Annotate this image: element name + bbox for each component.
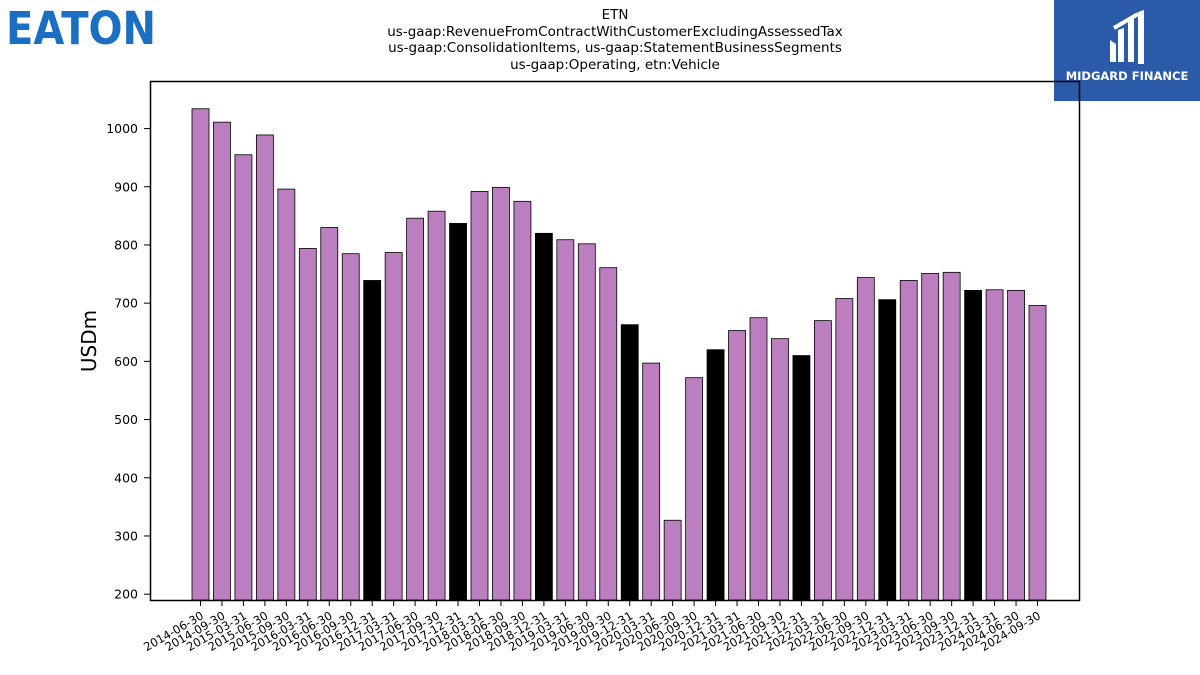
y-tick-label: 300 bbox=[114, 528, 138, 543]
y-tick-label: 700 bbox=[114, 296, 138, 311]
bars-group bbox=[191, 108, 1047, 601]
bar-2014-06-30 bbox=[191, 108, 210, 601]
bar-2016-12-31 bbox=[363, 280, 382, 601]
bar-2016-03-31 bbox=[298, 248, 317, 601]
y-tick-label: 800 bbox=[114, 237, 138, 252]
bar-2024-06-30 bbox=[1007, 289, 1025, 601]
eaton-logo-text: EATON bbox=[6, 5, 156, 47]
bar-2022-03-31 bbox=[813, 320, 832, 601]
bar-2024-03-31 bbox=[985, 289, 1004, 601]
chart-title: ETN us-gaap:RevenueFromContractWithCusto… bbox=[300, 7, 930, 73]
bar-2023-12-31 bbox=[964, 289, 983, 601]
bar-2016-09-30 bbox=[341, 253, 360, 601]
bar-2023-06-30 bbox=[921, 273, 940, 601]
bar-2021-06-30 bbox=[749, 317, 768, 601]
bar-2019-03-31 bbox=[556, 239, 575, 601]
bar-2020-06-30 bbox=[663, 519, 682, 601]
bar-2023-03-31 bbox=[899, 280, 918, 601]
bar-2015-03-31 bbox=[234, 154, 253, 601]
y-axis: 200 300 400 500 600 700 800 900 1000 bbox=[106, 121, 151, 602]
bar-2015-06-30 bbox=[255, 134, 274, 601]
midgard-emblem-icon bbox=[1110, 10, 1144, 64]
bar-2017-12-31 bbox=[449, 223, 467, 601]
y-tick-label: 500 bbox=[114, 412, 138, 427]
bar-2023-09-30 bbox=[942, 271, 961, 601]
bar-2019-12-31 bbox=[620, 324, 639, 601]
bar-2024-09-30 bbox=[1028, 305, 1047, 601]
bar-2015-09-30 bbox=[277, 188, 296, 601]
bar-2022-06-30 bbox=[835, 298, 854, 601]
x-axis: 2014-06-302014-09-302015-03-312015-06-30… bbox=[141, 600, 1043, 654]
eaton-logo: EATON bbox=[5, 5, 158, 47]
bar-2018-12-31 bbox=[534, 232, 553, 601]
bar-2021-09-30 bbox=[771, 338, 789, 601]
y-tick-label: 200 bbox=[114, 587, 138, 602]
title-line-concept: us-gaap:RevenueFromContractWithCustomerE… bbox=[387, 23, 843, 40]
bar-2016-06-30 bbox=[320, 227, 339, 601]
bar-2017-03-31 bbox=[384, 252, 403, 601]
midgard-logo-text: MIDGARD FINANCE bbox=[1065, 69, 1189, 83]
y-tick-label: 900 bbox=[114, 179, 138, 194]
bar-2018-03-31 bbox=[470, 191, 489, 601]
bar-2019-06-30 bbox=[577, 243, 596, 601]
bar-2014-09-30 bbox=[213, 121, 231, 601]
bar-2017-06-30 bbox=[406, 217, 425, 601]
bar-2018-09-30 bbox=[513, 200, 532, 601]
bar-2021-12-31 bbox=[792, 355, 811, 601]
bar-2021-03-31 bbox=[728, 330, 746, 601]
y-tick-label: 600 bbox=[114, 354, 138, 369]
bar-2020-03-31 bbox=[642, 362, 661, 601]
midgard-finance-logo: MIDGARD FINANCE bbox=[1054, 0, 1200, 101]
bar-2020-12-31 bbox=[706, 349, 725, 601]
bar-2019-09-30 bbox=[599, 267, 618, 601]
bar-2020-09-30 bbox=[685, 377, 704, 601]
plot-frame bbox=[149, 80, 1081, 602]
y-tick-label: 1000 bbox=[106, 121, 138, 136]
title-line-axes: us-gaap:ConsolidationItems, us-gaap:Stat… bbox=[388, 40, 842, 56]
bar-2022-09-30 bbox=[856, 277, 875, 601]
y-axis-label: USDm bbox=[77, 310, 101, 372]
bar-2018-06-30 bbox=[492, 186, 510, 601]
bar-2017-09-30 bbox=[427, 210, 446, 601]
title-line-ticker: ETN bbox=[601, 7, 629, 23]
title-line-members: us-gaap:Operating, etn:Vehicle bbox=[510, 56, 720, 73]
y-tick-label: 400 bbox=[114, 470, 138, 485]
bar-2022-12-31 bbox=[878, 299, 897, 601]
